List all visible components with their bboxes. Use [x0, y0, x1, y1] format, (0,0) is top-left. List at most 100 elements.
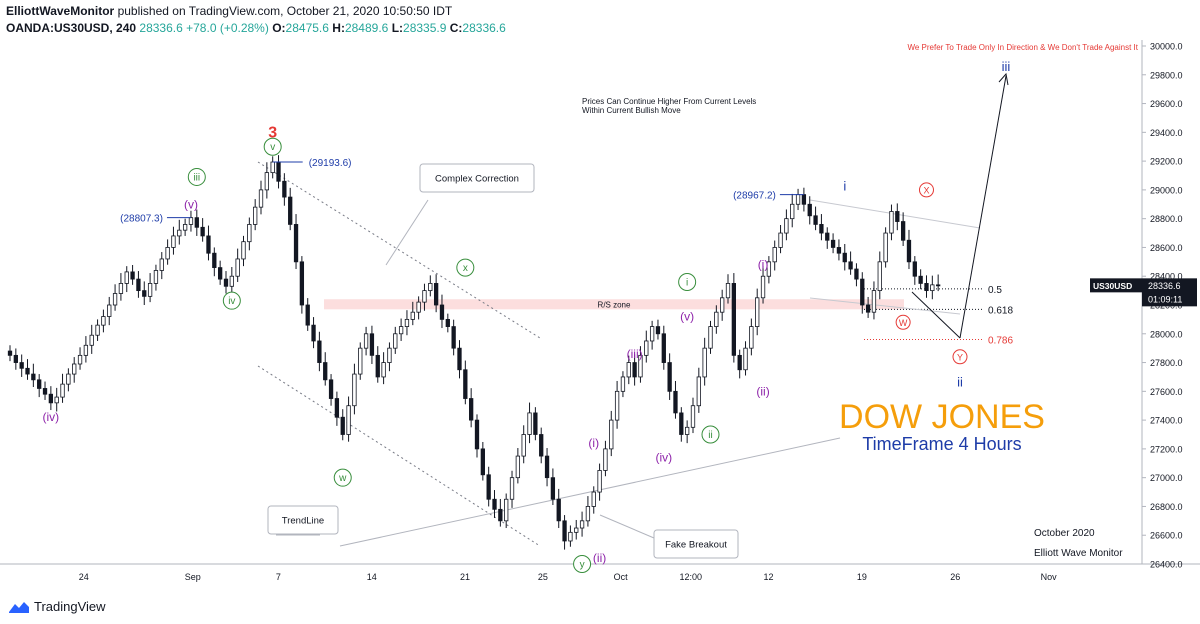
- price-tick-label: 27000.0: [1150, 473, 1183, 483]
- candle-body: [235, 258, 240, 277]
- candle: [54, 387, 59, 412]
- candle: [311, 317, 316, 349]
- wave-circle: [187, 167, 206, 186]
- candle-body: [258, 189, 264, 208]
- projection-down: [911, 291, 961, 339]
- candle-body: [597, 470, 602, 493]
- candle-body: [574, 527, 579, 533]
- candle: [89, 324, 94, 354]
- wave-circle: [701, 425, 720, 444]
- fib-level-label: 0.786: [988, 336, 1013, 347]
- wave-labels: (28807.3)(29193.6)(28967.2)3viii(v)iv(iv…: [43, 59, 1010, 573]
- candle-body: [842, 252, 847, 263]
- wave-label: iv: [222, 291, 241, 310]
- candle: [439, 294, 445, 329]
- candle-body: [813, 215, 818, 225]
- candle-body: [352, 373, 357, 407]
- candle-body: [299, 261, 305, 306]
- candle: [159, 252, 164, 280]
- price-tick-label: 29000.0: [1150, 185, 1183, 195]
- candle-body: [504, 498, 509, 522]
- candle-body: [340, 416, 345, 435]
- chart-title: DOW JONES: [839, 398, 1045, 436]
- candle: [708, 320, 713, 354]
- time-tick-label: 7: [276, 572, 281, 582]
- price-tick-label: 29400.0: [1150, 128, 1183, 138]
- candle: [579, 511, 585, 537]
- last-price: 28336.6: [139, 21, 183, 35]
- candle: [469, 388, 474, 428]
- close-value: 28336.6: [462, 21, 506, 35]
- projection-arrowhead: [998, 72, 1009, 86]
- candle-body: [457, 347, 462, 371]
- footer: TradingView: [0, 592, 1200, 624]
- time-tick-label: 21: [460, 572, 470, 582]
- candle: [177, 219, 182, 245]
- candle-body: [19, 362, 24, 369]
- candle: [107, 296, 112, 326]
- candle-body: [323, 362, 328, 381]
- candle-body: [784, 218, 789, 234]
- candle: [731, 273, 737, 363]
- candle-body: [101, 316, 106, 326]
- candle: [509, 470, 515, 508]
- candle-body: [708, 326, 713, 349]
- candle: [550, 468, 556, 506]
- candle-body: [860, 278, 865, 306]
- candle: [749, 318, 754, 356]
- tradingview-logo-text: TradingView: [34, 599, 106, 614]
- candle-body: [42, 388, 48, 395]
- wave-label-text: i: [686, 277, 688, 288]
- candle-body: [895, 211, 900, 222]
- wave-circle: [456, 258, 475, 277]
- candle: [229, 267, 234, 295]
- candle-body: [865, 304, 871, 313]
- candle-body: [906, 239, 912, 263]
- candle-body: [626, 362, 631, 378]
- open-value: 28475.6: [285, 21, 329, 35]
- publisher-name[interactable]: ElliottWaveMonitor: [6, 4, 115, 18]
- time-tick-label: 19: [857, 572, 867, 582]
- candle-body: [7, 350, 13, 356]
- complex-correction-note-box: [419, 163, 535, 193]
- candle-body: [912, 261, 917, 277]
- candle: [644, 330, 649, 363]
- candle-body: [387, 347, 392, 363]
- price-chart[interactable]: 30000.0 29800.0 29600.0 29400.0 29200.0 29000…: [0, 40, 1200, 592]
- candle: [906, 229, 912, 270]
- low-value: 28335.9: [403, 21, 447, 35]
- candle-body: [433, 283, 439, 306]
- candle: [217, 260, 223, 285]
- candle: [626, 355, 631, 385]
- wave-label-text: iii: [193, 172, 200, 183]
- candle-body: [486, 474, 491, 500]
- candle-body: [276, 161, 281, 182]
- wedge-upper-line: [809, 199, 981, 229]
- candle-body: [854, 268, 859, 280]
- brand-label: Elliott Wave Monitor: [1034, 548, 1123, 559]
- tradingview-logo[interactable]: TradingView: [8, 599, 106, 614]
- candle: [562, 515, 567, 550]
- trendline-note-text: TrendLine: [282, 516, 324, 527]
- candle-body: [533, 412, 538, 435]
- time-tick-label: 12: [764, 572, 774, 582]
- price-label: (29193.6): [309, 158, 352, 169]
- candle-body: [603, 448, 608, 471]
- candle: [200, 218, 205, 242]
- candle: [416, 296, 421, 320]
- candle: [42, 381, 48, 400]
- candle: [544, 448, 550, 487]
- candle-body: [661, 333, 666, 363]
- candle: [7, 345, 13, 362]
- candle-body: [422, 290, 427, 303]
- candle-body: [871, 290, 877, 313]
- candle: [498, 498, 503, 527]
- candle: [171, 226, 176, 255]
- wave-label: (iv): [655, 451, 672, 465]
- candle-body: [451, 326, 456, 349]
- candle-body: [346, 405, 351, 435]
- candle: [609, 410, 614, 457]
- symbol-label[interactable]: OANDA:US30USD, 240: [6, 21, 137, 35]
- candle-body: [171, 235, 176, 248]
- candle-body: [334, 398, 340, 418]
